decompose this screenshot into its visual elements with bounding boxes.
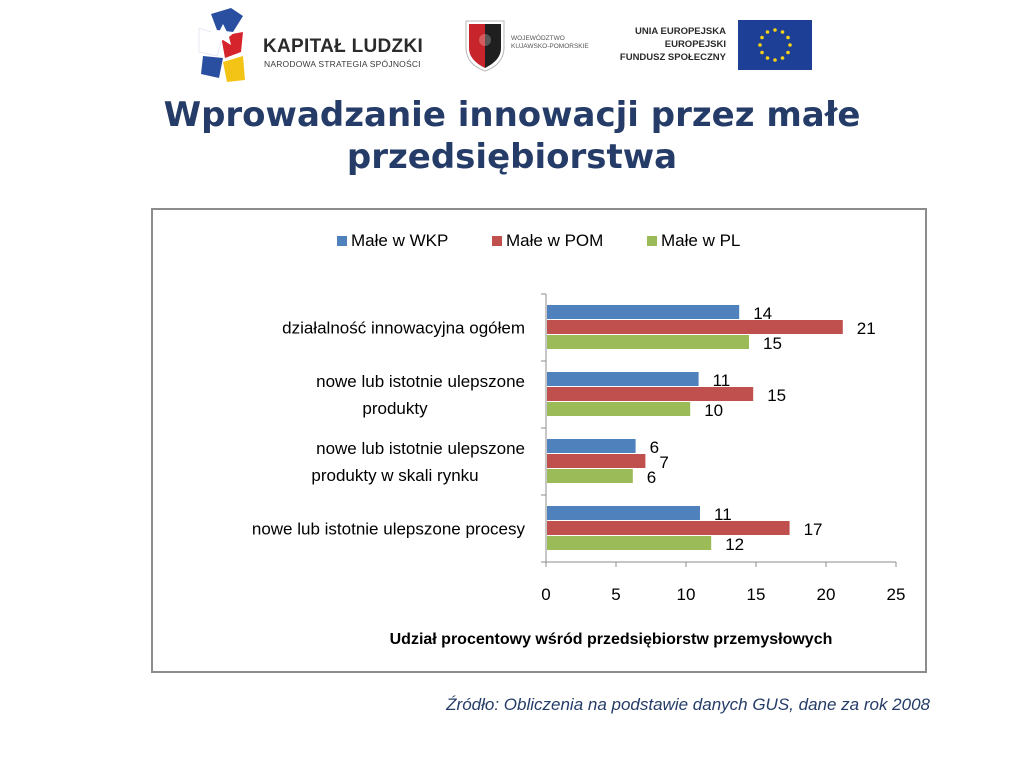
bar-2 [547,521,790,535]
slide-title-line2: przedsiębiorstwa [346,137,678,177]
data-label-1: 11 [713,371,731,390]
data-label-3: 15 [763,334,782,353]
region-name: WOJEWÓDZTWO KUJAWSKO-POMORSKIE [511,35,589,51]
kapital-ludzki-title: KAPITAŁ LUDZKI [263,36,424,57]
bar-2 [547,454,646,468]
x-tick-label: 5 [611,585,620,604]
data-label-2: 17 [804,520,823,539]
kapital-ludzki-emblem [197,6,247,84]
eu-text-line2: EUROPEJSKI [664,39,726,50]
data-label-2: 15 [767,386,786,405]
eu-text-line3: FUNDUSZ SPOŁECZNY [619,52,726,63]
source-note: Źródło: Obliczenia na podstawie danych G… [446,695,930,714]
data-label-1: 14 [753,304,772,323]
bar-3 [547,536,712,550]
category-label: nowe lub istotnie ulepszone produkty w sk… [311,439,525,485]
legend-label-2: Małe w POM [506,231,603,250]
data-label-3: 10 [704,401,723,420]
bar-2 [547,320,843,334]
eu-logo: UNIA EUROPEJSKA EUROPEJSKI FUNDUSZ SPOŁE… [610,18,814,72]
chart-frame: Małe w WKP Małe w POM Małe w PL 0 5 10 15 20 25 U… [151,208,927,673]
slide-title: Wprowadzanie innowacji przez małe przeds… [0,94,1024,178]
data-label-2: 21 [857,319,876,338]
x-tick-label: 0 [541,585,550,604]
region-logo: WOJEWÓDZTWO KUJAWSKO-POMORSKIE [463,18,603,72]
legend-label-1: Małe w WKP [351,231,448,250]
eu-text-line1: UNIA EUROPEJSKA [635,26,726,37]
category-label: nowe lub istotnie ulepszone produkty [316,372,525,418]
bar-3 [547,402,691,416]
bar-1 [547,305,740,319]
x-tick-label: 10 [677,585,696,604]
x-tick-label: 15 [747,585,766,604]
slide-title-line1: Wprowadzanie innowacji przez małe [163,95,861,135]
data-label-1: 6 [650,438,659,457]
legend-label-3: Małe w PL [661,231,740,250]
data-label-1: 11 [714,505,732,524]
data-label-3: 12 [725,535,744,554]
eu-flag-icon [738,20,812,70]
griffin-shield-icon [465,20,505,72]
bar-1 [547,439,636,453]
region-name-line1: WOJEWÓDZTWO [511,35,565,42]
x-axis-title: Udział procentowy wśród przedsiębiorstw … [390,631,833,648]
bar-chart: Małe w WKP Małe w POM Małe w PL 0 5 10 15 20 25 U… [252,231,906,648]
eu-text: UNIA EUROPEJSKA EUROPEJSKI FUNDUSZ SPOŁE… [620,25,726,64]
x-tick-label: 20 [817,585,836,604]
bar-3 [547,469,633,483]
category-label: działalność innowacyjna ogółem [282,319,525,338]
kapital-ludzki-logo: KAPITAŁ LUDZKI NARODOWA STRATEGIA SPÓJNO… [197,6,447,84]
legend-swatch-3 [647,236,657,246]
legend-swatch-1 [337,236,347,246]
data-label-3: 6 [647,468,656,487]
x-tick-label: 25 [887,585,906,604]
bar-1 [547,372,699,386]
category-label: nowe lub istotnie ulepszone procesy [252,520,526,539]
data-label-2: 7 [659,453,668,472]
logo-bar: KAPITAŁ LUDZKI NARODOWA STRATEGIA SPÓJNO… [0,0,1024,90]
kapital-ludzki-subtitle: NARODOWA STRATEGIA SPÓJNOŚCI [264,59,421,69]
bar-2 [547,387,754,401]
bar-1 [547,506,700,520]
region-name-line2: KUJAWSKO-POMORSKIE [511,43,589,50]
legend-swatch-2 [492,236,502,246]
bar-3 [547,335,749,349]
